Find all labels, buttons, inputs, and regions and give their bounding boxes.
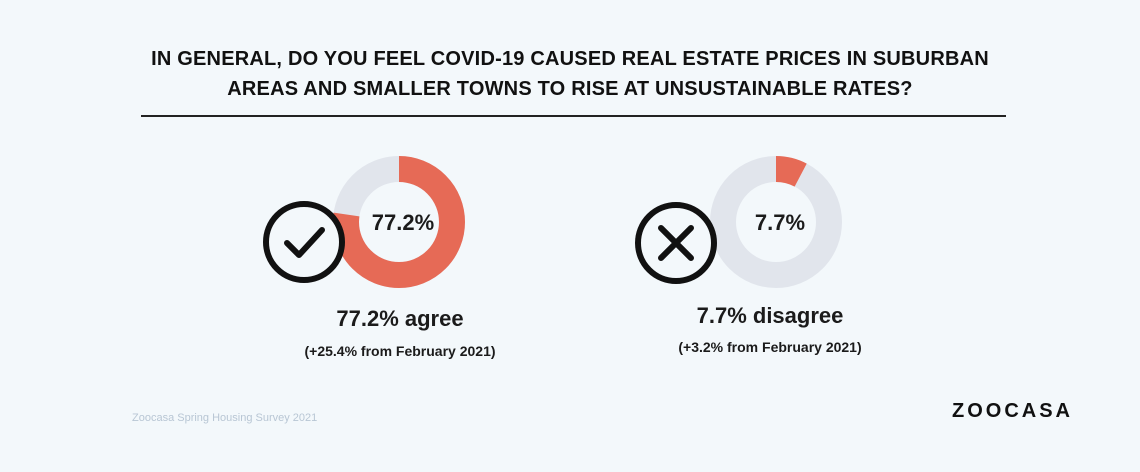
brand-logo: ZOOCASA <box>952 400 1073 422</box>
disagree-label: 7.7% disagree <box>696 303 844 328</box>
donut-slice <box>333 156 465 288</box>
donut-center-label: 77.2% <box>372 210 434 235</box>
agree-sublabel: (+25.4% from February 2021) <box>304 343 496 359</box>
checkmark-icon <box>284 227 325 258</box>
source-note: Zoocasa Spring Housing Survey 2021 <box>132 412 318 424</box>
chart-title: IN GENERAL, DO YOU FEEL COVID-19 CAUSED … <box>0 44 1140 104</box>
chart-title-line-1: IN GENERAL, DO YOU FEEL COVID-19 CAUSED … <box>151 48 989 70</box>
donut-slice <box>710 156 842 288</box>
donut-center-label: 7.7% <box>755 210 805 235</box>
checkmark-circle-icon <box>263 201 345 283</box>
x-icon <box>658 225 694 261</box>
agree-label: 77.2% agree <box>336 306 464 331</box>
title-divider <box>141 115 1006 117</box>
disagree-sublabel: (+3.2% from February 2021) <box>678 339 862 355</box>
chart-title-line-2: AREAS AND SMALLER TOWNS TO RISE AT UNSUS… <box>227 78 913 100</box>
